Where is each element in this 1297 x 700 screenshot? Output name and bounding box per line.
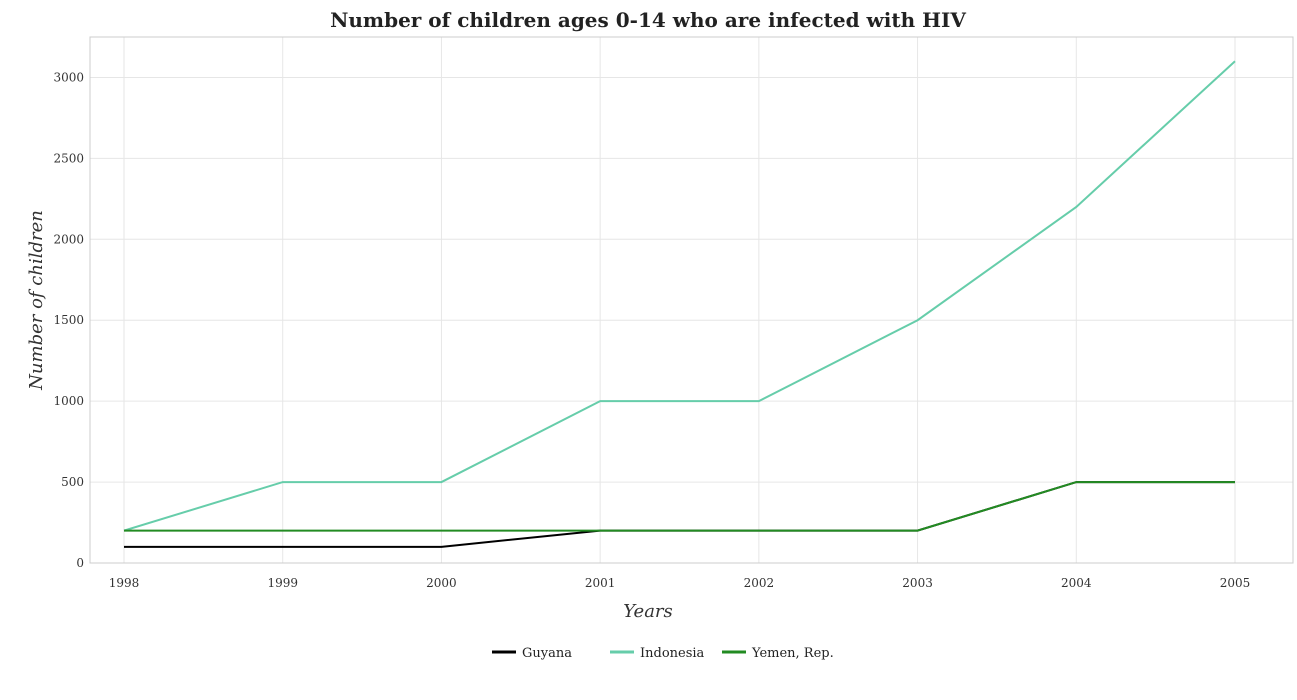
y-tick-label: 500 [61, 475, 84, 489]
x-tick-label: 2004 [1061, 576, 1092, 590]
y-tick-label: 2500 [53, 151, 84, 165]
y-tick-label: 1000 [53, 394, 84, 408]
x-axis-label: Years [623, 601, 673, 622]
legend: Guyana Indonesia Yemen, Rep. [492, 646, 834, 661]
x-tick-label: 1998 [109, 576, 140, 590]
series-line-guyana [124, 481, 1235, 548]
x-tick-label: 2002 [744, 576, 775, 590]
x-tick-label: 2000 [426, 576, 457, 590]
y-tick-label: 1500 [53, 313, 84, 327]
x-tick-label: 2001 [585, 576, 616, 590]
plot-frame [89, 36, 1294, 564]
legend-label: Guyana [522, 646, 572, 661]
y-axis-ticks: 0 500 1000 1500 2000 2500 3000 [53, 70, 84, 570]
x-tick-label: 2003 [902, 576, 933, 590]
y-tick-label: 0 [76, 556, 84, 570]
legend-label: Indonesia [640, 646, 705, 661]
series-line-yemen-rep [124, 481, 1235, 532]
legend-label: Yemen, Rep. [751, 646, 834, 661]
series-line-indonesia [123, 60, 1236, 532]
chart-title: Number of children ages 0-14 who are inf… [330, 8, 966, 32]
series-lines [123, 60, 1236, 548]
y-tick-label: 3000 [53, 70, 84, 84]
x-tick-label: 1999 [267, 576, 298, 590]
x-axis-ticks: 1998 1999 2000 2001 2002 2003 2004 2005 [109, 576, 1251, 590]
y-tick-label: 2000 [53, 232, 84, 246]
y-axis-label: Number of children [26, 210, 47, 391]
grid [90, 37, 1293, 564]
x-tick-label: 2005 [1220, 576, 1251, 590]
